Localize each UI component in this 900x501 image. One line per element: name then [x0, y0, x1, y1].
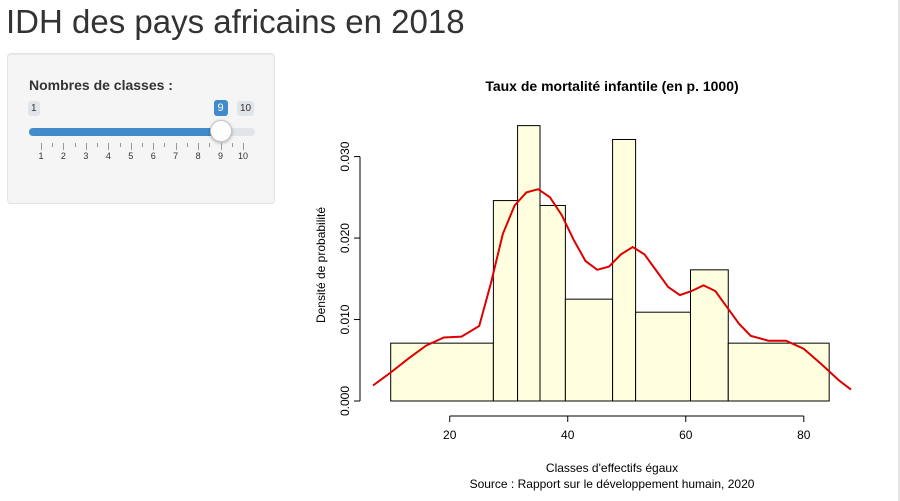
histogram-bars	[390, 125, 830, 402]
y-tick-label: 0.000	[338, 386, 352, 416]
x-axis-label: Classes d'effectifs égaux	[546, 461, 678, 475]
page-title: IDH des pays africains en 2018	[6, 3, 465, 40]
y-axis-ticks: 0.000 0.010 0.020 0.030	[338, 141, 360, 416]
slider-tick-label: 6	[150, 151, 156, 161]
slider-tick	[52, 143, 54, 147]
slider-tick	[130, 143, 132, 150]
slider-value-badge: 9	[213, 100, 228, 116]
slider-tick	[231, 143, 233, 147]
slider-tick	[97, 143, 99, 147]
histogram-bar	[390, 342, 494, 402]
slider-tick-label: 9	[218, 151, 224, 161]
y-tick-label: 0.030	[338, 141, 352, 171]
slider-label: Nombres de classes :	[29, 77, 173, 93]
slider-tick	[243, 143, 244, 150]
slider-tick-label: 2	[60, 151, 66, 161]
slider-tick	[175, 143, 177, 150]
slider-tick	[108, 143, 110, 150]
histogram-bar	[492, 200, 519, 402]
histogram-bar	[689, 269, 729, 402]
slider-tick	[41, 143, 42, 150]
histogram-chart: Taux de mortalité infantile (en p. 1000)…	[314, 78, 852, 491]
x-tick-label: 40	[561, 428, 575, 442]
slider-tick	[74, 143, 76, 147]
slider-tick	[198, 143, 200, 150]
slider-tick-label: 3	[83, 151, 89, 161]
sidebar-panel: Nombres de classes : 1 10 9 1 2 3 4 5 6 7 8 9 10	[7, 53, 275, 204]
slider-tick	[220, 143, 222, 150]
slider-track-fill	[29, 128, 221, 136]
density-curve	[372, 188, 852, 391]
histogram-bar	[517, 125, 541, 402]
chart-title: Taux de mortalité infantile (en p. 1000)	[485, 78, 738, 94]
histogram-bar	[612, 138, 637, 402]
slider-tick-label: 1	[38, 151, 44, 161]
slider-tick	[142, 143, 143, 147]
y-axis-label: Densité de probabilité	[314, 207, 328, 323]
x-tick-label: 20	[443, 428, 457, 442]
slider-max-label: 10	[237, 101, 255, 116]
histogram-bar	[564, 298, 614, 402]
slider-tick-label: 7	[173, 151, 179, 161]
slider-tick	[186, 143, 188, 147]
y-tick-label: 0.020	[338, 223, 352, 253]
histogram-bar	[539, 204, 566, 402]
x-axis-ticks: 20 40 60 80	[443, 416, 811, 442]
slider-tick-label: 8	[195, 151, 201, 161]
scrollbar-edge	[898, 0, 900, 501]
slider-tick-label: 4	[105, 151, 111, 161]
x-tick-label: 80	[797, 428, 811, 442]
slider-tick	[209, 143, 211, 147]
chart-caption: Source : Rapport sur le développement hu…	[470, 477, 755, 491]
slider-tick-label: 5	[128, 151, 134, 161]
x-tick-label: 60	[679, 428, 693, 442]
slider-min-label: 1	[28, 101, 40, 116]
histogram-bar	[727, 342, 830, 402]
slider-tick-label: 10	[237, 151, 248, 161]
slider-handle[interactable]	[209, 120, 232, 142]
slider-tick	[153, 143, 155, 150]
slider-tick	[63, 143, 65, 150]
y-tick-label: 0.010	[338, 304, 352, 334]
slider-tick	[164, 143, 166, 147]
histogram-bar	[635, 311, 691, 402]
slider-tick	[119, 143, 121, 147]
slider-tick	[85, 143, 87, 150]
